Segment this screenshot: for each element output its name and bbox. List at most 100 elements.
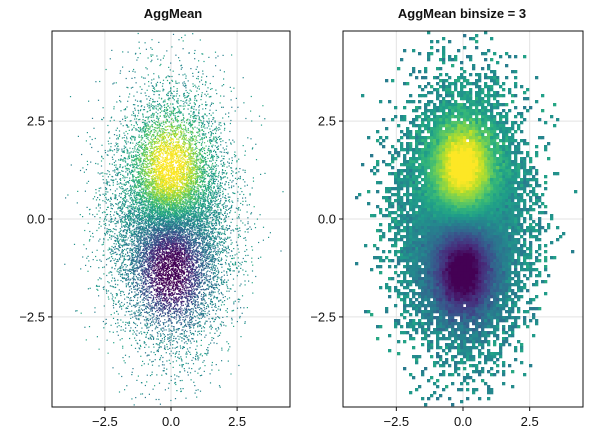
scatter-point (150, 153, 152, 155)
scatter-point (181, 138, 183, 140)
scatter-point (106, 180, 108, 183)
scatter-point (139, 228, 141, 230)
scatter-point (162, 122, 165, 124)
scatter-point (149, 165, 151, 168)
scatter-point (116, 143, 118, 146)
scatter-point (230, 288, 232, 290)
scatter-point (191, 125, 193, 127)
scatter-point (133, 270, 135, 272)
scatter-point (193, 234, 195, 236)
scatter-point (146, 213, 148, 215)
scatter-point (191, 269, 193, 271)
scatter-point (179, 268, 181, 270)
scatter-point (132, 176, 134, 178)
scatter-point (212, 123, 214, 125)
scatter-point (237, 198, 239, 200)
scatter-point (175, 299, 177, 301)
scatter-point (131, 291, 133, 293)
scatter-point (145, 125, 147, 128)
scatter-point (143, 363, 145, 365)
scatter-point (110, 149, 112, 151)
scatter-point (204, 294, 206, 297)
scatter-point (138, 255, 140, 257)
scatter-point (122, 66, 124, 68)
scatter-point (196, 288, 199, 291)
scatter-point (136, 235, 138, 237)
scatter-point (107, 199, 109, 201)
scatter-point (197, 94, 199, 96)
scatter-point (196, 140, 198, 142)
scatter-point (173, 251, 175, 253)
scatter-point (119, 303, 121, 305)
scatter-point (203, 239, 205, 241)
scatter-point (212, 191, 214, 193)
scatter-point (124, 277, 126, 279)
scatter-point (233, 154, 236, 156)
scatter-point (156, 265, 158, 267)
scatter-point (214, 408, 215, 409)
scatter-point (178, 315, 181, 317)
scatter-point (116, 248, 119, 250)
scatter-point (176, 220, 178, 222)
scatter-point (182, 84, 184, 86)
scatter-point (204, 275, 206, 277)
scatter-point (104, 323, 106, 325)
scatter-point (128, 210, 130, 212)
scatter-point (229, 225, 231, 227)
scatter-point (142, 167, 144, 169)
scatter-point (121, 216, 123, 218)
scatter-point (124, 120, 126, 122)
scatter-point (203, 132, 205, 135)
scatter-point (82, 256, 84, 258)
scatter-point (162, 254, 164, 256)
scatter-point (204, 181, 206, 183)
scatter-point (202, 263, 204, 265)
scatter-point (170, 275, 172, 277)
scatter-point (203, 327, 206, 329)
scatter-point (73, 243, 76, 245)
scatter-point (195, 174, 197, 176)
scatter-point (196, 169, 198, 171)
scatter-point (174, 347, 176, 349)
scatter-point (105, 224, 107, 226)
scatter-point (186, 316, 188, 318)
scatter-point (184, 82, 186, 85)
scatter-point (231, 200, 233, 202)
scatter-point (134, 184, 136, 186)
scatter-point (151, 306, 153, 309)
scatter-point (157, 118, 159, 120)
scatter-point (180, 145, 183, 147)
scatter-point (196, 259, 198, 261)
scatter-point (262, 226, 265, 228)
scatter-point (194, 270, 196, 272)
scatter-point (162, 238, 165, 240)
scatter-point (112, 158, 114, 160)
scatter-point (111, 156, 113, 158)
scatter-point (171, 174, 173, 176)
scatter-point (191, 206, 193, 208)
scatter-point (115, 243, 117, 245)
scatter-point (143, 200, 145, 202)
scatter-point (118, 148, 120, 150)
scatter-point (136, 249, 138, 251)
scatter-point (146, 355, 148, 357)
scatter-point (144, 125, 146, 127)
scatter-point (216, 142, 218, 144)
scatter-point (179, 228, 181, 230)
scatter-point (124, 134, 126, 136)
scatter-point (165, 352, 167, 354)
scatter-point (129, 268, 131, 270)
scatter-point (147, 162, 149, 165)
scatter-point (124, 236, 126, 239)
scatter-point (157, 344, 159, 346)
scatter-point (219, 138, 221, 140)
scatter-point (192, 324, 194, 326)
scatter-point (185, 259, 188, 261)
scatter-point (219, 243, 221, 245)
scatter-point (199, 256, 202, 258)
scatter-point (226, 213, 228, 215)
scatter-point (124, 240, 126, 242)
scatter-point (242, 257, 244, 260)
scatter-point (171, 334, 173, 336)
scatter-point (217, 198, 219, 200)
